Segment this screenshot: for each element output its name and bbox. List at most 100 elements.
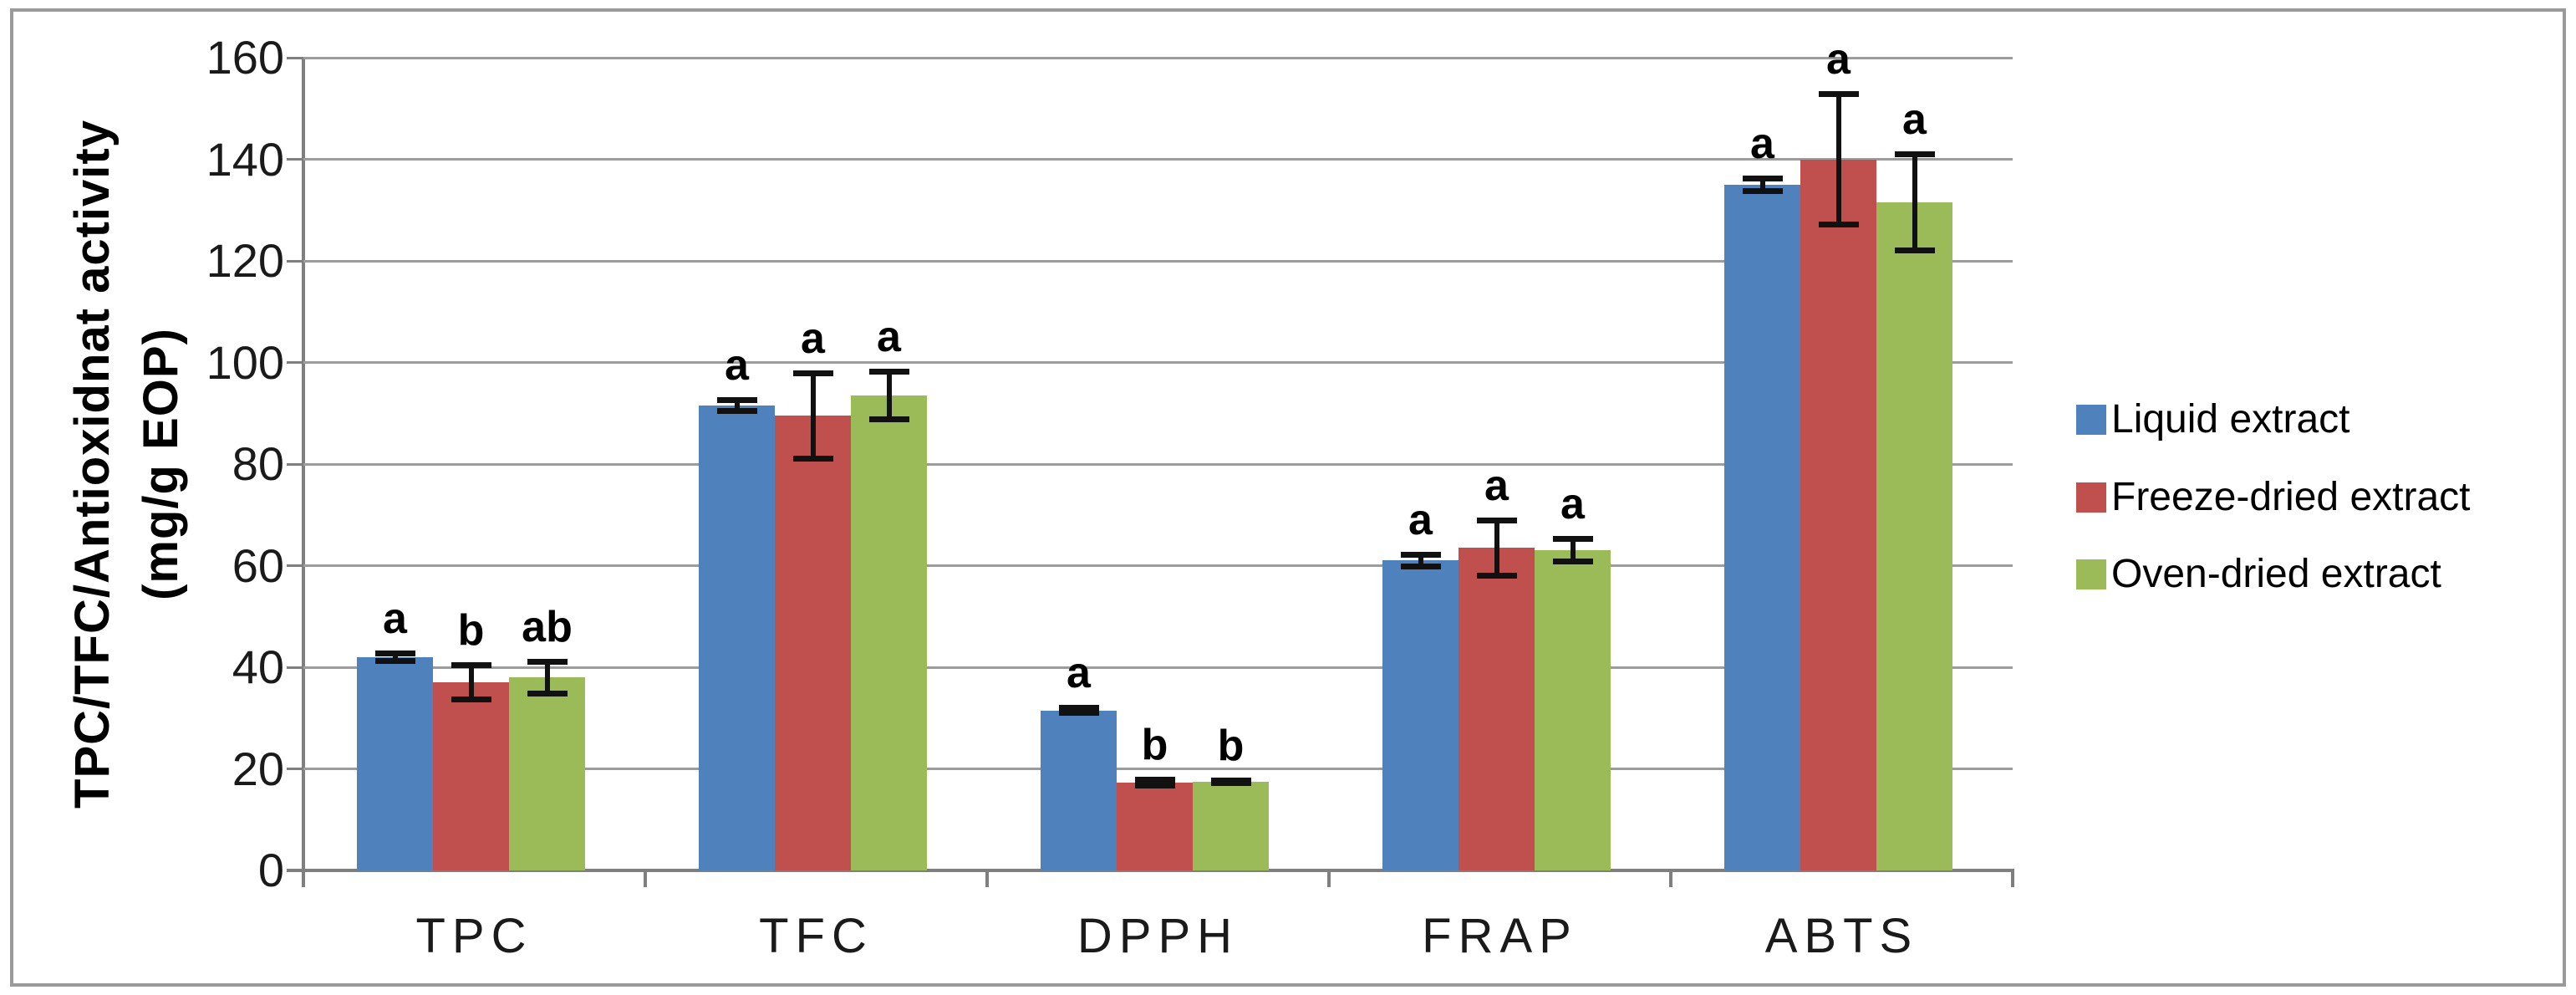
error-bar-cap-bottom <box>1552 559 1593 565</box>
gridline <box>303 462 2013 466</box>
legend-swatch <box>2076 482 2106 513</box>
plot-area: a a a a a b a b a a ab a b a a <box>303 38 2013 870</box>
legend-label: Freeze-dried extract <box>2111 475 2471 519</box>
y-tick-label: 60 <box>232 538 284 592</box>
error-bar-cap-bottom <box>1894 247 1935 253</box>
error-bar <box>886 370 892 421</box>
significance-letter: a <box>877 312 901 361</box>
legend-label: Oven-dried extract <box>2111 552 2441 596</box>
y-tick-label: 140 <box>206 132 284 186</box>
y-tick <box>287 666 303 669</box>
gridline <box>303 259 2013 263</box>
y-tick <box>287 158 303 161</box>
error-bar <box>544 661 550 694</box>
bar-dpph-s0 <box>1041 710 1117 870</box>
bar-dpph-s2 <box>1193 782 1269 870</box>
error-bar-cap-bottom <box>451 696 491 703</box>
significance-letter: ab <box>522 602 573 651</box>
error-bar <box>1912 154 1917 251</box>
y-tick <box>287 768 303 770</box>
error-bar-cap-top <box>1058 704 1099 711</box>
error-bar-cap-top <box>527 658 568 665</box>
legend-item-s1: Freeze-dried extract <box>2076 472 2471 523</box>
error-bar-cap-top <box>1400 552 1441 559</box>
category-label-tfc: TFC <box>759 909 873 963</box>
significance-letter: b <box>457 605 485 655</box>
significance-letter: b <box>1141 721 1168 770</box>
error-bar-cap-top <box>374 650 415 656</box>
category-label-tpc: TPC <box>415 909 533 963</box>
error-bar <box>468 664 474 701</box>
error-bar-cap-top <box>1476 517 1517 523</box>
y-tick-label: 100 <box>206 335 284 389</box>
y-tick-label: 0 <box>257 844 284 896</box>
error-bar <box>734 399 740 412</box>
bar-tfc-s0 <box>699 406 775 870</box>
error-bar-cap-top <box>1552 536 1593 543</box>
significance-letter: a <box>1560 480 1585 529</box>
bar-frap-s2 <box>1535 550 1611 870</box>
significance-letter: a <box>1750 119 1774 168</box>
category-label-abts: ABTS <box>1764 909 1919 963</box>
significance-letter: a <box>383 594 407 643</box>
legend-swatch <box>2076 559 2106 589</box>
error-bar-cap-bottom <box>1476 572 1517 579</box>
bar-tfc-s1 <box>775 416 851 870</box>
bar-abts-s2 <box>1876 202 1952 870</box>
gridline <box>303 666 2013 669</box>
bar-abts-s1 <box>1800 159 1876 870</box>
bar-tpc-s2 <box>509 677 585 870</box>
error-bar <box>810 372 816 459</box>
y-tick-label: 160 <box>206 31 284 84</box>
gridline <box>303 56 2013 59</box>
error-bar-cap-bottom <box>1058 710 1099 717</box>
legend-item-s0: Liquid extract <box>2076 395 2350 445</box>
error-bar <box>392 652 398 661</box>
significance-letter: a <box>1408 496 1433 545</box>
y-tick <box>287 462 303 466</box>
error-bar-cap-bottom <box>1210 780 1251 787</box>
error-bar-cap-top <box>451 661 491 668</box>
significance-letter: a <box>1902 95 1927 145</box>
legend-label: Liquid extract <box>2111 397 2350 441</box>
x-axis-line <box>287 869 2013 872</box>
bar-tpc-s1 <box>433 682 509 870</box>
error-bar-cap-bottom <box>1134 782 1175 788</box>
error-bar-cap-bottom <box>527 690 568 696</box>
error-bar-cap-top <box>1134 777 1175 783</box>
error-bar-cap-bottom <box>1818 222 1859 228</box>
error-bar <box>1759 177 1765 191</box>
error-bar <box>1570 538 1576 563</box>
error-bar <box>1835 93 1841 226</box>
error-bar-cap-top <box>716 396 757 403</box>
x-tick <box>644 869 647 887</box>
error-bar-cap-top <box>1818 90 1859 97</box>
bar-frap-s0 <box>1382 560 1459 870</box>
significance-letter: b <box>1217 722 1245 771</box>
error-bar <box>1494 519 1499 576</box>
bar-tpc-s0 <box>357 656 433 870</box>
error-bar-cap-top <box>1742 175 1783 181</box>
y-tick-label: 20 <box>232 742 284 795</box>
gridline <box>303 158 2013 161</box>
y-tick-label: 120 <box>206 234 284 287</box>
x-tick <box>985 869 989 887</box>
error-bar-cap-bottom <box>868 416 909 423</box>
category-label-dpph: DPPH <box>1077 909 1240 963</box>
error-bar-cap-bottom <box>716 408 757 415</box>
y-tick <box>287 56 303 59</box>
x-tick <box>302 869 305 887</box>
y-tick-label: 40 <box>232 640 284 693</box>
error-bar-cap-bottom <box>1742 187 1783 194</box>
bar-frap-s1 <box>1459 548 1535 870</box>
y-tick <box>287 361 303 364</box>
y-axis-line <box>302 58 305 887</box>
significance-letter: a <box>1484 461 1509 510</box>
error-bar-cap-bottom <box>792 455 833 462</box>
x-tick <box>2011 869 2014 887</box>
x-tick <box>1669 869 1672 887</box>
gridline <box>303 361 2013 364</box>
error-bar-cap-top <box>1894 151 1935 158</box>
y-tick <box>287 564 303 567</box>
bar-tfc-s2 <box>851 395 927 870</box>
